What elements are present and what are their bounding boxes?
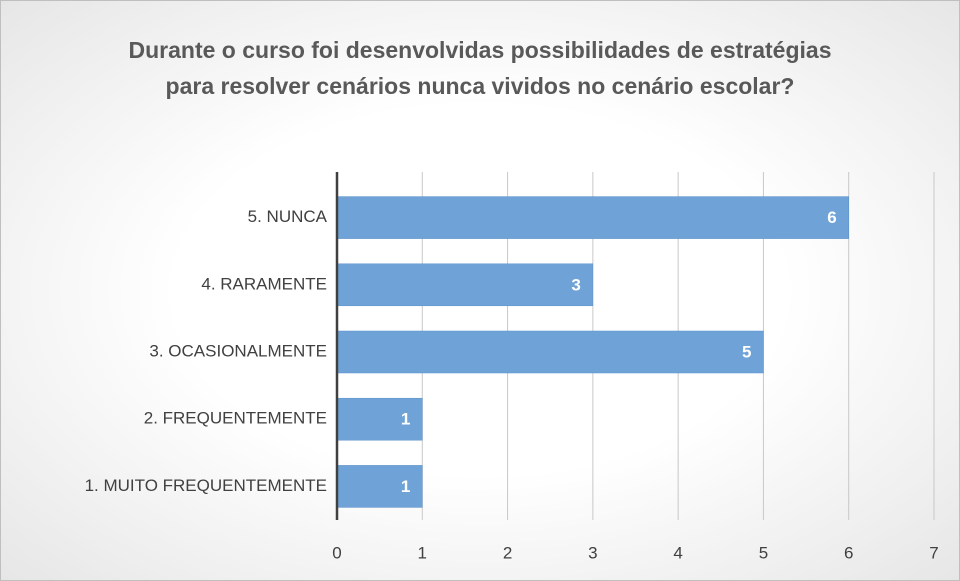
y-tick-label: 5. NUNCA bbox=[248, 207, 328, 226]
x-tick-label: 2 bbox=[503, 543, 512, 562]
y-tick-label: 2. FREQUENTEMENTE bbox=[144, 409, 327, 428]
bar bbox=[336, 263, 594, 307]
bar bbox=[336, 196, 849, 239]
x-tick-label: 6 bbox=[844, 543, 853, 562]
data-label: 1 bbox=[401, 477, 410, 496]
y-tick-label: 4. RARAMENTE bbox=[201, 274, 327, 293]
x-tick-label: 0 bbox=[332, 543, 341, 562]
x-tick-label: 4 bbox=[673, 543, 682, 562]
y-tick-label: 1. MUITO FREQUENTEMENTE bbox=[85, 476, 327, 495]
x-tick-label: 7 bbox=[929, 543, 938, 562]
x-tick-label: 1 bbox=[418, 543, 427, 562]
data-label: 6 bbox=[827, 208, 836, 227]
data-label: 3 bbox=[571, 275, 580, 294]
x-tick-label: 5 bbox=[759, 543, 768, 562]
x-tick-label: 3 bbox=[588, 543, 597, 562]
data-label: 5 bbox=[742, 342, 751, 361]
chart-title: Durante o curso foi desenvolvidas possib… bbox=[128, 37, 832, 99]
y-tick-label: 3. OCASIONALMENTE bbox=[149, 341, 327, 360]
bar bbox=[336, 330, 764, 374]
data-label: 1 bbox=[401, 410, 410, 429]
bar bbox=[336, 397, 423, 441]
